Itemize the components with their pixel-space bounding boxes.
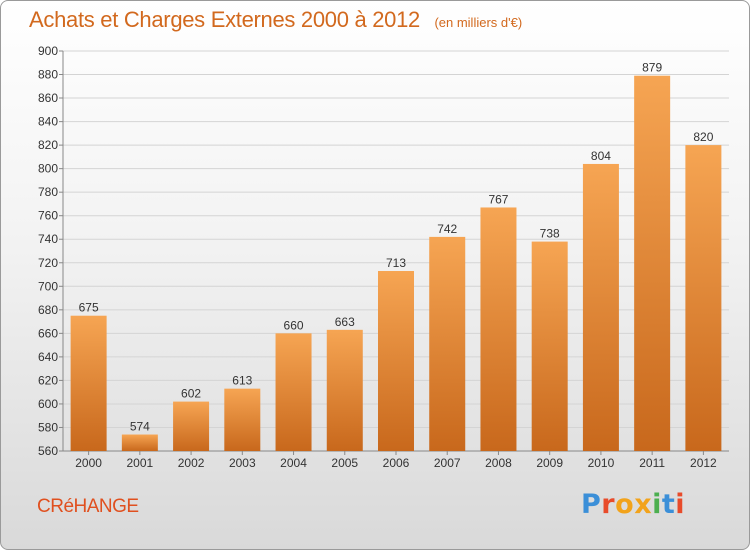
y-tick-label: 640 [38, 350, 58, 364]
logo-letter: x [634, 489, 653, 520]
y-tick-label: 880 [38, 68, 58, 82]
x-tick-label-2000: 2000 [75, 456, 102, 470]
y-tick-label: 660 [38, 326, 58, 340]
x-tick-label-2008: 2008 [485, 456, 512, 470]
data-label-2011: 879 [642, 61, 662, 75]
proxiti-logo: Proxiti [581, 489, 685, 520]
y-tick-label: 740 [38, 232, 58, 246]
city-name: CRéHANGE [37, 496, 139, 517]
data-label-2000: 675 [79, 301, 99, 315]
x-tick-label-2006: 2006 [383, 456, 410, 470]
chart-title-unit: (en milliers d'€) [434, 15, 523, 30]
data-label-2008: 767 [488, 192, 508, 206]
y-tick-label: 760 [38, 209, 58, 223]
bar-2000 [70, 315, 107, 451]
x-tick-label-2009: 2009 [536, 456, 563, 470]
y-tick-label: 620 [38, 373, 58, 387]
x-tick-label-2011: 2011 [639, 456, 665, 470]
x-axis-ticks: 2000 2001 2002 2003 2004 2005 2006 2007 2008 2009… [75, 451, 717, 470]
logo-letter: P [581, 489, 602, 520]
bar-2011 [634, 75, 671, 452]
y-tick-label: 780 [38, 185, 58, 199]
x-tick-label-2003: 2003 [229, 456, 256, 470]
data-label-2007: 742 [437, 222, 457, 236]
y-tick-label: 700 [38, 279, 58, 293]
x-tick-label-2002: 2002 [178, 456, 205, 470]
y-tick-label: 600 [38, 397, 58, 411]
bar-2009 [531, 241, 568, 451]
bar-2003 [224, 388, 261, 451]
bar-2005 [326, 329, 363, 451]
data-labels: 675 574 602 613 660 663 713 742 767 738 804 879 820 [79, 61, 714, 434]
y-tick-label: 820 [38, 138, 58, 152]
x-tick-label-2001: 2001 [126, 456, 153, 470]
bar-2002 [173, 401, 210, 451]
y-tick-label: 900 [38, 44, 58, 58]
y-tick-label: 840 [38, 115, 58, 129]
y-tick-label: 580 [38, 420, 58, 434]
data-label-2002: 602 [181, 387, 201, 401]
data-label-2004: 660 [284, 318, 304, 332]
chart-title-main: Achats et Charges Externes 2000 à 2012 [29, 7, 420, 32]
x-tick-label-2010: 2010 [588, 456, 615, 470]
y-tick-label: 720 [38, 256, 58, 270]
bar-2010 [582, 163, 619, 452]
chart-title: Achats et Charges Externes 2000 à 2012 (… [29, 7, 522, 33]
data-label-2006: 713 [386, 256, 406, 270]
data-label-2010: 804 [591, 149, 611, 163]
y-tick-label: 560 [38, 444, 58, 458]
logo-letter: i [675, 489, 686, 520]
x-tick-label-2012: 2012 [690, 456, 717, 470]
data-label-2003: 613 [232, 374, 252, 388]
x-tick-label-2007: 2007 [434, 456, 461, 470]
y-tick-label: 680 [38, 303, 58, 317]
y-tick-label: 860 [38, 91, 58, 105]
bar-2004 [275, 333, 312, 451]
data-label-2012: 820 [693, 130, 713, 144]
logo-letter: o [615, 489, 635, 520]
y-tick-label: 800 [38, 162, 58, 176]
x-tick-label-2004: 2004 [280, 456, 307, 470]
x-tick-label-2005: 2005 [331, 456, 358, 470]
bar-2001 [121, 434, 158, 451]
bar-2006 [378, 271, 414, 451]
data-label-2001: 574 [130, 420, 150, 434]
data-label-2009: 738 [540, 227, 560, 241]
bar-2007 [429, 236, 466, 451]
data-label-2005: 663 [335, 315, 355, 329]
bar-2008 [480, 207, 517, 451]
bar-2012 [685, 145, 722, 451]
logo-letter: r [601, 489, 616, 520]
bars [70, 75, 722, 452]
logo-letter: t [661, 489, 676, 520]
logo-letter: i [652, 489, 662, 520]
